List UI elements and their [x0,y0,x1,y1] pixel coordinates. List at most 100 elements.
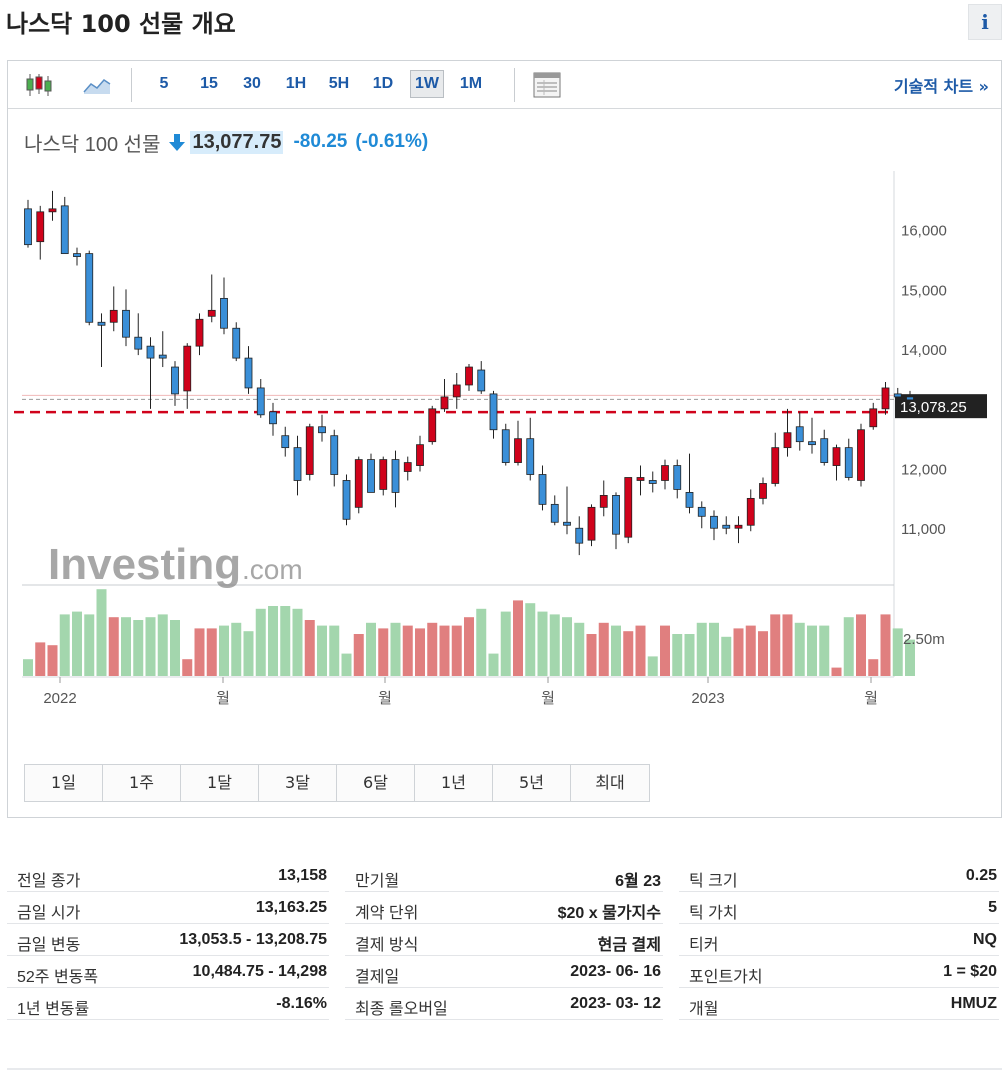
technical-chart-link[interactable]: 기술적 차트 » [893,77,989,96]
stat-row: 계약 단위 $20 x 물가지수 [345,894,663,924]
candle-body [24,208,32,246]
volume-bar [121,617,131,676]
volume-bar [206,628,217,676]
volume-bar [794,622,805,676]
candle-body [109,309,118,323]
timeframe-5h-button[interactable]: 5H [328,75,350,92]
volume-bar [843,617,854,676]
candle-body [563,521,571,526]
volume-bar [856,614,866,676]
x-tick-label: 2022 [43,690,76,707]
candle-body [759,483,767,499]
price-change: -80.25 [293,131,348,152]
range-button[interactable]: 1주 [103,765,181,801]
stat-value: 13,053.5 - 13,208.75 [179,931,327,948]
stat-label: 전일 종가 [17,873,81,890]
range-button[interactable]: 6달 [337,765,415,801]
candle-body [697,506,706,517]
candle-body [685,492,694,508]
y-tick-label: 11,000 [901,521,946,538]
stat-label: 만기월 [355,873,400,890]
range-button[interactable]: 1달 [181,765,259,801]
candle-body [379,459,388,490]
x-tick-label: 월 [216,690,230,707]
range-button[interactable]: 5년 [493,765,571,801]
volume-bar [280,606,291,676]
volume-bar [292,608,303,676]
volume-bar [194,628,205,676]
candlestick-chart-icon[interactable] [22,69,56,101]
volume-bar [537,611,548,676]
stat-row: 결제 방식 현금 결제 [345,926,663,956]
volume-bar [157,614,168,676]
volume-bar [329,625,340,676]
timeframe-5-button[interactable]: 5 [159,75,169,92]
stat-row: 52주 변동폭 10,484.75 - 14,298 [7,958,329,988]
volume-bar [684,634,695,676]
candle-body [587,506,596,541]
timeframe-15-button[interactable]: 15 [200,75,218,92]
range-button[interactable]: 3달 [259,765,337,801]
volume-bar [145,617,156,676]
stat-value: 2023- 03- 12 [570,995,661,1012]
candle-body [550,503,559,523]
divider [7,1068,1002,1070]
timeframe-1d-button[interactable]: 1D [372,75,394,92]
candle-body [305,426,314,475]
y-tick-label: 14,000 [901,342,947,359]
candle-body [844,447,853,478]
stat-label: 최종 롤오버일 [355,1001,448,1018]
stat-label: 개월 [689,1001,719,1018]
timeframe-1w-button[interactable]: 1W [410,70,444,98]
range-button[interactable]: 1년 [415,765,493,801]
range-button[interactable]: 최대 [571,765,649,801]
stat-row: 1년 변동률 -8.16% [7,990,329,1020]
stat-label: 금일 변동 [17,937,81,954]
stat-row: 전일 종가 13,158 [7,862,329,892]
area-chart-icon[interactable] [80,69,114,101]
stat-label: 결제 방식 [355,937,419,954]
volume-bar [341,653,352,676]
candle-body [428,408,437,443]
candle-body [85,253,94,323]
volume-bar [476,608,487,676]
table-view-icon[interactable] [530,69,564,101]
volume-bar [317,625,327,676]
stat-value: 10,484.75 - 14,298 [192,963,327,980]
candle-body [612,495,620,535]
candle-body [354,459,363,508]
candle-body [171,366,179,395]
price-chart[interactable]: Investing.com16,00015,00014,00013,00012,… [8,171,1001,716]
volume-bar [574,622,585,676]
stat-value: -8.16% [276,995,327,1012]
current-price-label: 13,078.25 [900,399,967,416]
volume-bar [660,625,670,676]
volume-bar [35,642,46,676]
candle-body [489,393,498,431]
volume-bar [243,631,254,676]
y-tick-label: 15,000 [901,282,947,299]
candle-body [293,447,302,481]
info-icon[interactable]: i [968,4,1002,40]
toolbar-separator [514,68,515,102]
candle-body [342,480,351,520]
quote-row: 나스닥 100 선물 13,077.75 -80.25 (-0.61%) [24,127,428,157]
timeframe-1h-button[interactable]: 1H [285,75,307,92]
volume-bar [562,617,572,676]
stat-row: 결제일 2023- 06- 16 [345,958,663,988]
volume-bar [84,614,95,676]
volume-bar [23,659,33,676]
candle-body [722,524,731,529]
volume-bar [353,634,364,676]
range-button[interactable]: 1일 [25,765,103,801]
timeframe-30-button[interactable]: 30 [243,75,261,92]
stat-row: 포인트가치 1 = $20 [679,958,999,988]
volume-bar [464,617,474,676]
candle-body [367,459,375,493]
candle-body [232,327,241,359]
candle-body [893,393,902,398]
price-change-percent: (-0.61%) [355,131,429,152]
stat-label: 틱 가치 [689,905,738,922]
stat-value: 1 = $20 [943,963,997,980]
timeframe-1m-button[interactable]: 1M [459,75,483,92]
